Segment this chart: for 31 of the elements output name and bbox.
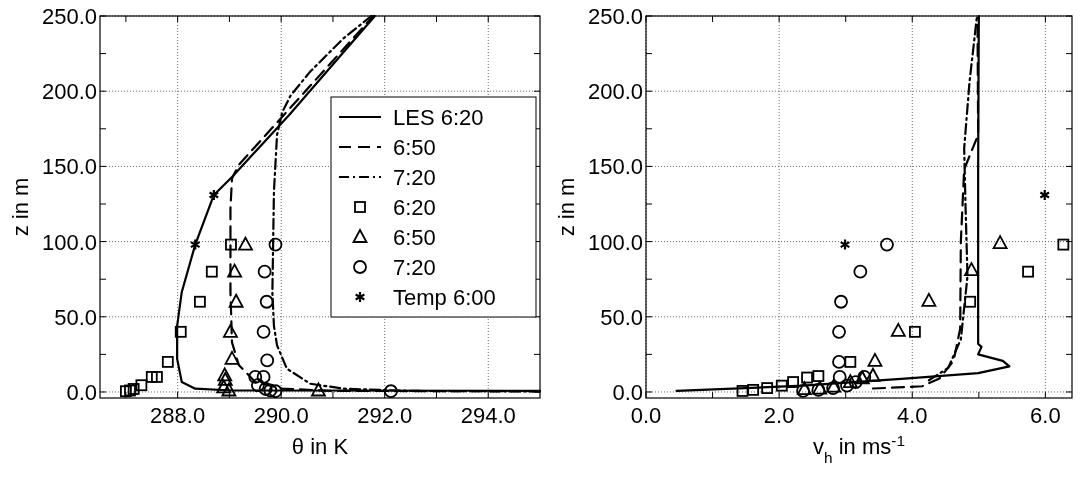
y-tick-label: 150.0 [587, 154, 643, 180]
x-tick-label: 292.0 [357, 403, 413, 428]
legend-label: 7:20 [393, 255, 436, 280]
legend-label: 6:20 [393, 195, 436, 220]
x-axis-title: v$_{h}$ in ms$^{-1}$ [813, 431, 905, 466]
y-tick-label: 200.0 [41, 79, 97, 105]
y-tick-label: 150.0 [41, 154, 97, 180]
legend-label: 7:20 [393, 165, 436, 190]
x-tick-label: 290.0 [253, 403, 309, 428]
x-tick-label: 288.0 [150, 403, 206, 428]
y-tick-label: 50.0 [600, 304, 643, 330]
y-tick-label: 0.0 [612, 379, 643, 405]
y-axis-title: z in m [554, 177, 579, 237]
x-axis-title: θ in K [291, 434, 349, 459]
x-tick-label: 0.0 [630, 403, 662, 428]
x-tick-label: 2.0 [763, 403, 795, 428]
legend-label: 6:50 [393, 225, 436, 250]
y-tick-label: 50.0 [54, 304, 97, 330]
y-tick-label: 200.0 [587, 79, 643, 105]
x-tick-label: 6.0 [1030, 403, 1061, 428]
legend-label: Temp 6:00 [393, 285, 496, 310]
y-tick-label: 100.0 [587, 229, 643, 255]
legend-label: 6:50 [393, 135, 436, 160]
x-tick-label: 4.0 [896, 403, 928, 428]
y-tick-label: 100.0 [41, 229, 97, 255]
y-axis-title: z in m [8, 177, 33, 237]
x-tick-label: 294.0 [460, 403, 516, 428]
y-tick-label: 0.0 [66, 379, 97, 405]
y-tick-label: 250.0 [41, 4, 97, 29]
legend-label: LES 6:20 [393, 105, 484, 130]
y-tick-label: 250.0 [587, 4, 643, 29]
